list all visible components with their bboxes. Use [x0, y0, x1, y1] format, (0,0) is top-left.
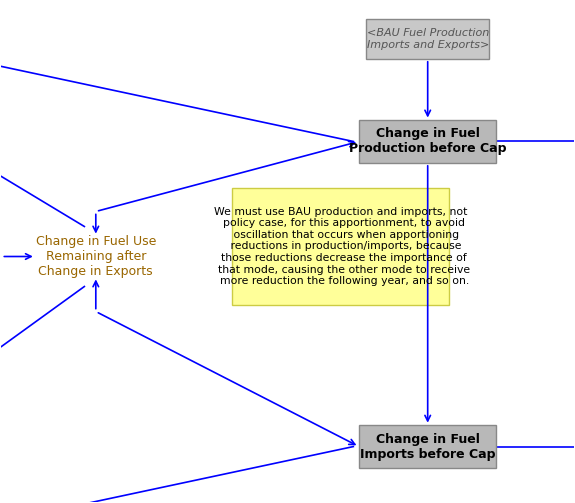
Text: Change in Fuel
Production before Cap: Change in Fuel Production before Cap [349, 127, 507, 155]
FancyBboxPatch shape [232, 188, 450, 305]
FancyBboxPatch shape [366, 19, 489, 59]
Text: We must use BAU production and imports, not
  policy case, for this apportionmen: We must use BAU production and imports, … [211, 207, 470, 286]
Text: <BAU Fuel Production
Imports and Exports>: <BAU Fuel Production Imports and Exports… [366, 28, 489, 50]
Text: Change in Fuel Use
Remaining after
Change in Exports: Change in Fuel Use Remaining after Chang… [36, 235, 156, 278]
FancyBboxPatch shape [359, 426, 496, 468]
FancyBboxPatch shape [359, 120, 496, 162]
Text: Change in Fuel
Imports before Cap: Change in Fuel Imports before Cap [360, 433, 496, 461]
